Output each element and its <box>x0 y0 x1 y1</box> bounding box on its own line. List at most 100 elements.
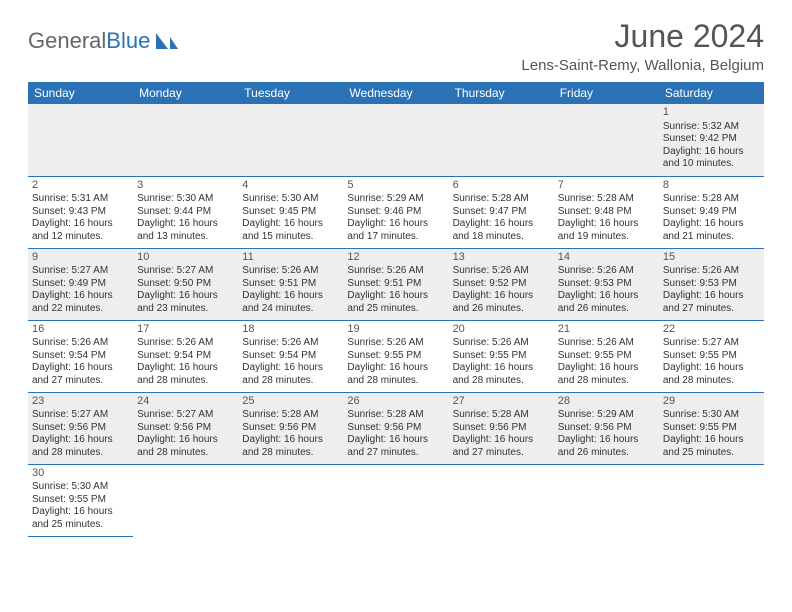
calendar-empty-cell <box>238 464 343 536</box>
day-info: Sunrise: 5:28 AMSunset: 9:49 PMDaylight:… <box>663 193 760 243</box>
calendar-day-cell: 7Sunrise: 5:28 AMSunset: 9:48 PMDaylight… <box>554 176 659 248</box>
day-number: 14 <box>558 251 655 265</box>
day-info: Sunrise: 5:26 AMSunset: 9:52 PMDaylight:… <box>453 265 550 315</box>
day-number: 10 <box>137 251 234 265</box>
weekday-header: Sunday <box>28 82 133 104</box>
calendar-day-cell: 24Sunrise: 5:27 AMSunset: 9:56 PMDayligh… <box>133 392 238 464</box>
day-info: Sunrise: 5:26 AMSunset: 9:54 PMDaylight:… <box>32 337 129 387</box>
day-info: Sunrise: 5:30 AMSunset: 9:44 PMDaylight:… <box>137 193 234 243</box>
day-number: 21 <box>558 323 655 337</box>
day-number: 28 <box>558 395 655 409</box>
calendar-empty-cell <box>554 104 659 176</box>
calendar-day-cell: 18Sunrise: 5:26 AMSunset: 9:54 PMDayligh… <box>238 320 343 392</box>
calendar-empty-cell <box>554 464 659 536</box>
day-info: Sunrise: 5:26 AMSunset: 9:55 PMDaylight:… <box>558 337 655 387</box>
calendar-week-row: 30Sunrise: 5:30 AMSunset: 9:55 PMDayligh… <box>28 464 764 536</box>
day-info: Sunrise: 5:28 AMSunset: 9:56 PMDaylight:… <box>347 409 444 459</box>
day-number: 2 <box>32 179 129 193</box>
calendar-day-cell: 3Sunrise: 5:30 AMSunset: 9:44 PMDaylight… <box>133 176 238 248</box>
day-info: Sunrise: 5:27 AMSunset: 9:50 PMDaylight:… <box>137 265 234 315</box>
day-info: Sunrise: 5:29 AMSunset: 9:46 PMDaylight:… <box>347 193 444 243</box>
day-info: Sunrise: 5:30 AMSunset: 9:45 PMDaylight:… <box>242 193 339 243</box>
day-info: Sunrise: 5:32 AMSunset: 9:42 PMDaylight:… <box>663 121 760 171</box>
calendar-day-cell: 6Sunrise: 5:28 AMSunset: 9:47 PMDaylight… <box>449 176 554 248</box>
day-number: 27 <box>453 395 550 409</box>
header: GeneralBlue June 2024 Lens-Saint-Remy, W… <box>28 18 764 74</box>
calendar-day-cell: 17Sunrise: 5:26 AMSunset: 9:54 PMDayligh… <box>133 320 238 392</box>
day-number: 16 <box>32 323 129 337</box>
day-number: 1 <box>663 106 760 120</box>
calendar-empty-cell <box>133 104 238 176</box>
calendar-day-cell: 4Sunrise: 5:30 AMSunset: 9:45 PMDaylight… <box>238 176 343 248</box>
calendar-day-cell: 28Sunrise: 5:29 AMSunset: 9:56 PMDayligh… <box>554 392 659 464</box>
day-number: 29 <box>663 395 760 409</box>
calendar-day-cell: 8Sunrise: 5:28 AMSunset: 9:49 PMDaylight… <box>659 176 764 248</box>
calendar-week-row: 2Sunrise: 5:31 AMSunset: 9:43 PMDaylight… <box>28 176 764 248</box>
day-info: Sunrise: 5:29 AMSunset: 9:56 PMDaylight:… <box>558 409 655 459</box>
calendar-day-cell: 27Sunrise: 5:28 AMSunset: 9:56 PMDayligh… <box>449 392 554 464</box>
day-info: Sunrise: 5:26 AMSunset: 9:55 PMDaylight:… <box>453 337 550 387</box>
calendar-empty-cell <box>343 464 448 536</box>
day-number: 5 <box>347 179 444 193</box>
day-info: Sunrise: 5:28 AMSunset: 9:56 PMDaylight:… <box>453 409 550 459</box>
calendar-empty-cell <box>238 104 343 176</box>
day-number: 8 <box>663 179 760 193</box>
calendar-day-cell: 14Sunrise: 5:26 AMSunset: 9:53 PMDayligh… <box>554 248 659 320</box>
calendar-body: 1Sunrise: 5:32 AMSunset: 9:42 PMDaylight… <box>28 104 764 536</box>
calendar-day-cell: 20Sunrise: 5:26 AMSunset: 9:55 PMDayligh… <box>449 320 554 392</box>
calendar-day-cell: 5Sunrise: 5:29 AMSunset: 9:46 PMDaylight… <box>343 176 448 248</box>
calendar-empty-cell <box>343 104 448 176</box>
logo-sail-icon <box>154 31 180 51</box>
day-info: Sunrise: 5:27 AMSunset: 9:55 PMDaylight:… <box>663 337 760 387</box>
calendar-week-row: 16Sunrise: 5:26 AMSunset: 9:54 PMDayligh… <box>28 320 764 392</box>
day-info: Sunrise: 5:27 AMSunset: 9:56 PMDaylight:… <box>32 409 129 459</box>
day-info: Sunrise: 5:26 AMSunset: 9:54 PMDaylight:… <box>137 337 234 387</box>
day-info: Sunrise: 5:31 AMSunset: 9:43 PMDaylight:… <box>32 193 129 243</box>
day-number: 30 <box>32 467 129 481</box>
logo-text-blue: Blue <box>106 28 150 53</box>
day-info: Sunrise: 5:30 AMSunset: 9:55 PMDaylight:… <box>32 481 129 531</box>
calendar-week-row: 9Sunrise: 5:27 AMSunset: 9:49 PMDaylight… <box>28 248 764 320</box>
day-info: Sunrise: 5:28 AMSunset: 9:56 PMDaylight:… <box>242 409 339 459</box>
day-number: 25 <box>242 395 339 409</box>
calendar-day-cell: 11Sunrise: 5:26 AMSunset: 9:51 PMDayligh… <box>238 248 343 320</box>
day-info: Sunrise: 5:27 AMSunset: 9:56 PMDaylight:… <box>137 409 234 459</box>
day-info: Sunrise: 5:26 AMSunset: 9:53 PMDaylight:… <box>558 265 655 315</box>
calendar-empty-cell <box>133 464 238 536</box>
weekday-header: Saturday <box>659 82 764 104</box>
weekday-header: Thursday <box>449 82 554 104</box>
logo: GeneralBlue <box>28 28 180 54</box>
calendar-day-cell: 13Sunrise: 5:26 AMSunset: 9:52 PMDayligh… <box>449 248 554 320</box>
page-title: June 2024 <box>521 18 764 55</box>
calendar-day-cell: 25Sunrise: 5:28 AMSunset: 9:56 PMDayligh… <box>238 392 343 464</box>
calendar-day-cell: 10Sunrise: 5:27 AMSunset: 9:50 PMDayligh… <box>133 248 238 320</box>
calendar-day-cell: 9Sunrise: 5:27 AMSunset: 9:49 PMDaylight… <box>28 248 133 320</box>
day-number: 22 <box>663 323 760 337</box>
calendar-day-cell: 2Sunrise: 5:31 AMSunset: 9:43 PMDaylight… <box>28 176 133 248</box>
day-number: 17 <box>137 323 234 337</box>
calendar-day-cell: 15Sunrise: 5:26 AMSunset: 9:53 PMDayligh… <box>659 248 764 320</box>
calendar-empty-cell <box>659 464 764 536</box>
calendar-day-cell: 30Sunrise: 5:30 AMSunset: 9:55 PMDayligh… <box>28 464 133 536</box>
calendar-day-cell: 23Sunrise: 5:27 AMSunset: 9:56 PMDayligh… <box>28 392 133 464</box>
day-number: 18 <box>242 323 339 337</box>
calendar-empty-cell <box>449 104 554 176</box>
calendar-day-cell: 21Sunrise: 5:26 AMSunset: 9:55 PMDayligh… <box>554 320 659 392</box>
calendar-day-cell: 12Sunrise: 5:26 AMSunset: 9:51 PMDayligh… <box>343 248 448 320</box>
day-number: 13 <box>453 251 550 265</box>
calendar-day-cell: 29Sunrise: 5:30 AMSunset: 9:55 PMDayligh… <box>659 392 764 464</box>
day-number: 12 <box>347 251 444 265</box>
calendar-empty-cell <box>28 104 133 176</box>
calendar-day-cell: 19Sunrise: 5:26 AMSunset: 9:55 PMDayligh… <box>343 320 448 392</box>
weekday-header-row: SundayMondayTuesdayWednesdayThursdayFrid… <box>28 82 764 104</box>
page-subtitle: Lens-Saint-Remy, Wallonia, Belgium <box>521 57 764 74</box>
calendar-table: SundayMondayTuesdayWednesdayThursdayFrid… <box>28 82 764 537</box>
calendar-day-cell: 1Sunrise: 5:32 AMSunset: 9:42 PMDaylight… <box>659 104 764 176</box>
day-number: 26 <box>347 395 444 409</box>
logo-text-gray: General <box>28 28 106 53</box>
calendar-day-cell: 26Sunrise: 5:28 AMSunset: 9:56 PMDayligh… <box>343 392 448 464</box>
day-info: Sunrise: 5:30 AMSunset: 9:55 PMDaylight:… <box>663 409 760 459</box>
day-number: 6 <box>453 179 550 193</box>
calendar-week-row: 1Sunrise: 5:32 AMSunset: 9:42 PMDaylight… <box>28 104 764 176</box>
weekday-header: Tuesday <box>238 82 343 104</box>
